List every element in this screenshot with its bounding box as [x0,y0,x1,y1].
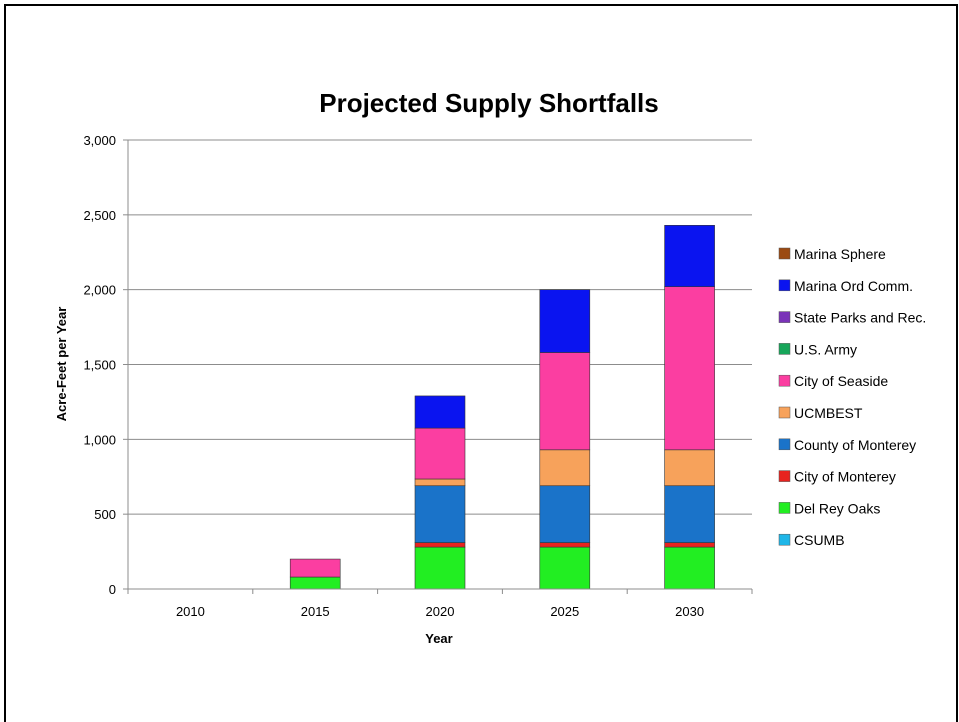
x-tick-label: 2030 [675,604,704,619]
y-tick-label: 2,000 [83,283,116,298]
bar-segment [664,449,715,487]
legend: Marina Sphere Marina Ord Comm. State Parks… [778,246,926,548]
bar-segment [664,225,715,287]
y-tick-labels: 0 500 1,000 1,500 2,000 2,500 3,000 [83,133,116,597]
legend-swatch [778,247,791,260]
bar-segment [289,558,341,578]
y-tick-label: 1,000 [83,432,116,447]
bar-segment [539,542,591,548]
x-tick-label: 2025 [550,604,579,619]
legend-label: State Parks and Rec. [794,310,926,326]
bar-segment [539,352,591,451]
legend-swatch [778,533,791,546]
bar-segment [414,542,466,548]
legend-label: CSUMB [794,532,845,548]
axes [123,139,753,594]
y-tick-label: 0 [109,582,116,597]
bar-segment [414,395,466,429]
legend-swatch [778,279,791,292]
legend-label: County of Monterey [794,437,916,453]
bar-segment [414,427,466,480]
y-axis-title: Acre-Feet per Year [54,307,69,422]
legend-label: Marina Ord Comm. [794,278,913,294]
legend-label: U.S. Army [794,341,857,357]
bar-segment [539,449,591,487]
y-tick-label: 500 [94,507,116,522]
x-tick-labels: 2010 2015 2020 2025 2030 [176,604,704,619]
legend-swatch [778,470,791,482]
x-tick-label: 2010 [176,604,205,619]
legend-label: UCMBEST [794,405,863,421]
bar-segment [414,478,466,487]
bar-segment [664,286,715,451]
bar-segment [539,289,591,353]
y-tick-label: 1,500 [83,358,116,373]
bar-segment [289,576,341,590]
chart-title: Projected Supply Shortfalls [319,88,659,118]
legend-swatch [778,438,791,451]
bar-segment [664,546,715,590]
bar-segment [539,546,591,590]
legend-swatch [778,343,791,355]
bar-segment [539,485,591,543]
x-axis-title: Year [425,631,452,646]
legend-swatch [778,311,791,323]
chart-frame [4,4,958,722]
x-tick-label: 2020 [426,604,455,619]
x-tick-label: 2015 [301,604,330,619]
bars [289,225,715,590]
legend-swatch [778,502,791,514]
legend-label: City of Monterey [794,469,896,485]
legend-swatch [778,374,791,387]
legend-label: Del Rey Oaks [794,500,880,516]
bar-segment [414,485,466,543]
legend-swatch [778,406,791,419]
legend-label: Marina Sphere [794,246,886,262]
bar-segment [664,485,715,543]
legend-label: City of Seaside [794,373,888,389]
y-tick-label: 3,000 [83,133,116,148]
y-tick-label: 2,500 [83,208,116,223]
bar-segment [664,542,715,548]
bar-segment [414,546,466,590]
